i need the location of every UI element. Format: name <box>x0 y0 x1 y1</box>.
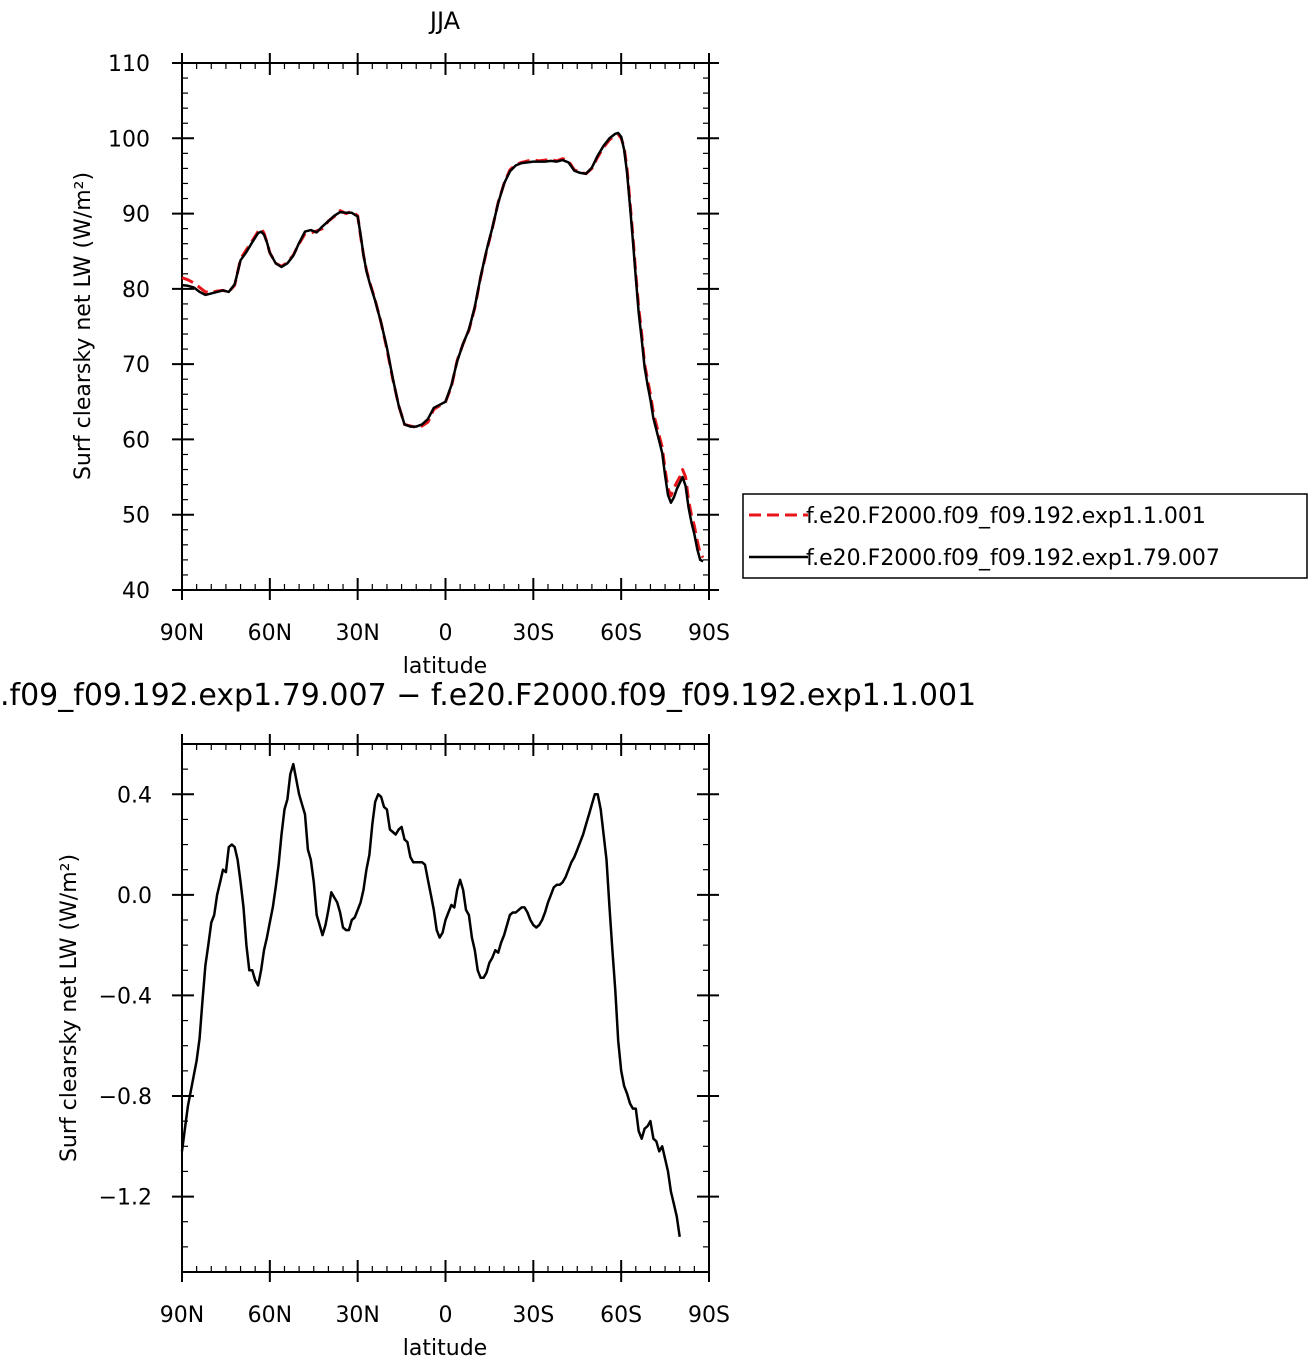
bottom-x-ticks: 90N 60N 30N 0 30S 60S 90S <box>160 734 730 1328</box>
top-series-lines <box>181 131 705 563</box>
top-chart-title: JJA <box>428 7 461 35</box>
y-tick-label: 0.0 <box>117 884 152 909</box>
bot-series-line-1 <box>180 762 681 1237</box>
x-tick-label: 90S <box>688 1303 730 1328</box>
legend-label-series-1: f.e20.F2000.f09_f09.192.exp1.1.001 <box>806 504 1206 529</box>
y-tick-label: 90 <box>122 203 150 228</box>
y-tick-label: 80 <box>122 278 150 303</box>
y-tick-label: 100 <box>108 127 150 152</box>
x-tick-label: 0 <box>439 1303 453 1328</box>
x-tick-label: 30S <box>512 621 554 646</box>
y-tick-label: 70 <box>122 353 150 378</box>
top-plot-frame <box>181 62 710 591</box>
x-tick-label: 30N <box>335 1303 379 1328</box>
top-x-ticks: 90N 60N 30N 0 30S 60S 90S <box>160 53 730 646</box>
y-tick-label: 0.4 <box>117 783 152 808</box>
x-tick-label: 30S <box>512 1303 554 1328</box>
bottom-series-lines <box>180 762 681 1237</box>
y-tick-label: −1.2 <box>99 1186 152 1211</box>
legend-label-series-2: f.e20.F2000.f09_f09.192.exp1.79.007 <box>806 546 1220 571</box>
x-tick-label: 90N <box>160 621 204 646</box>
y-tick-label: 110 <box>108 52 150 77</box>
y-tick-label: 40 <box>122 579 150 604</box>
bottom-plot-frame <box>181 743 710 1273</box>
y-tick-label: 50 <box>122 504 150 529</box>
bottom-y-axis-label: Surf clearsky net LW (W/m²) <box>57 854 82 1162</box>
x-tick-label: 60N <box>248 1303 292 1328</box>
y-tick-label: −0.8 <box>99 1085 152 1110</box>
legend-box <box>742 493 1308 579</box>
top-x-axis-label: latitude <box>403 654 487 679</box>
bottom-panel: .f09_f09.192.exp1.79.007 − f.e20.F2000.f… <box>0 678 976 1361</box>
top-series-line-2 <box>181 131 704 563</box>
x-tick-label: 90N <box>160 1303 204 1328</box>
x-tick-label: 60S <box>600 621 642 646</box>
y-tick-label: −0.4 <box>99 984 152 1009</box>
x-tick-label: 30N <box>335 621 379 646</box>
x-tick-label: 60S <box>600 1303 642 1328</box>
bottom-chart-title: .f09_f09.192.exp1.79.007 − f.e20.F2000.f… <box>0 678 976 713</box>
x-tick-label: 90S <box>688 621 730 646</box>
y-tick-label: 60 <box>122 428 150 453</box>
x-tick-label: 0 <box>439 621 453 646</box>
bottom-y-ticks: 0.4 0.0 −0.4 −0.8 −1.2 <box>99 743 719 1273</box>
top-y-axis-label: Surf clearsky net LW (W/m²) <box>71 172 96 480</box>
legend: f.e20.F2000.f09_f09.192.exp1.1.001 f.e20… <box>742 493 1308 579</box>
x-tick-label: 60N <box>248 621 292 646</box>
top-y-ticks: 110 100 90 80 70 60 50 40 <box>108 52 719 604</box>
bottom-x-axis-label: latitude <box>403 1336 487 1361</box>
top-series-line-1 <box>181 133 705 559</box>
